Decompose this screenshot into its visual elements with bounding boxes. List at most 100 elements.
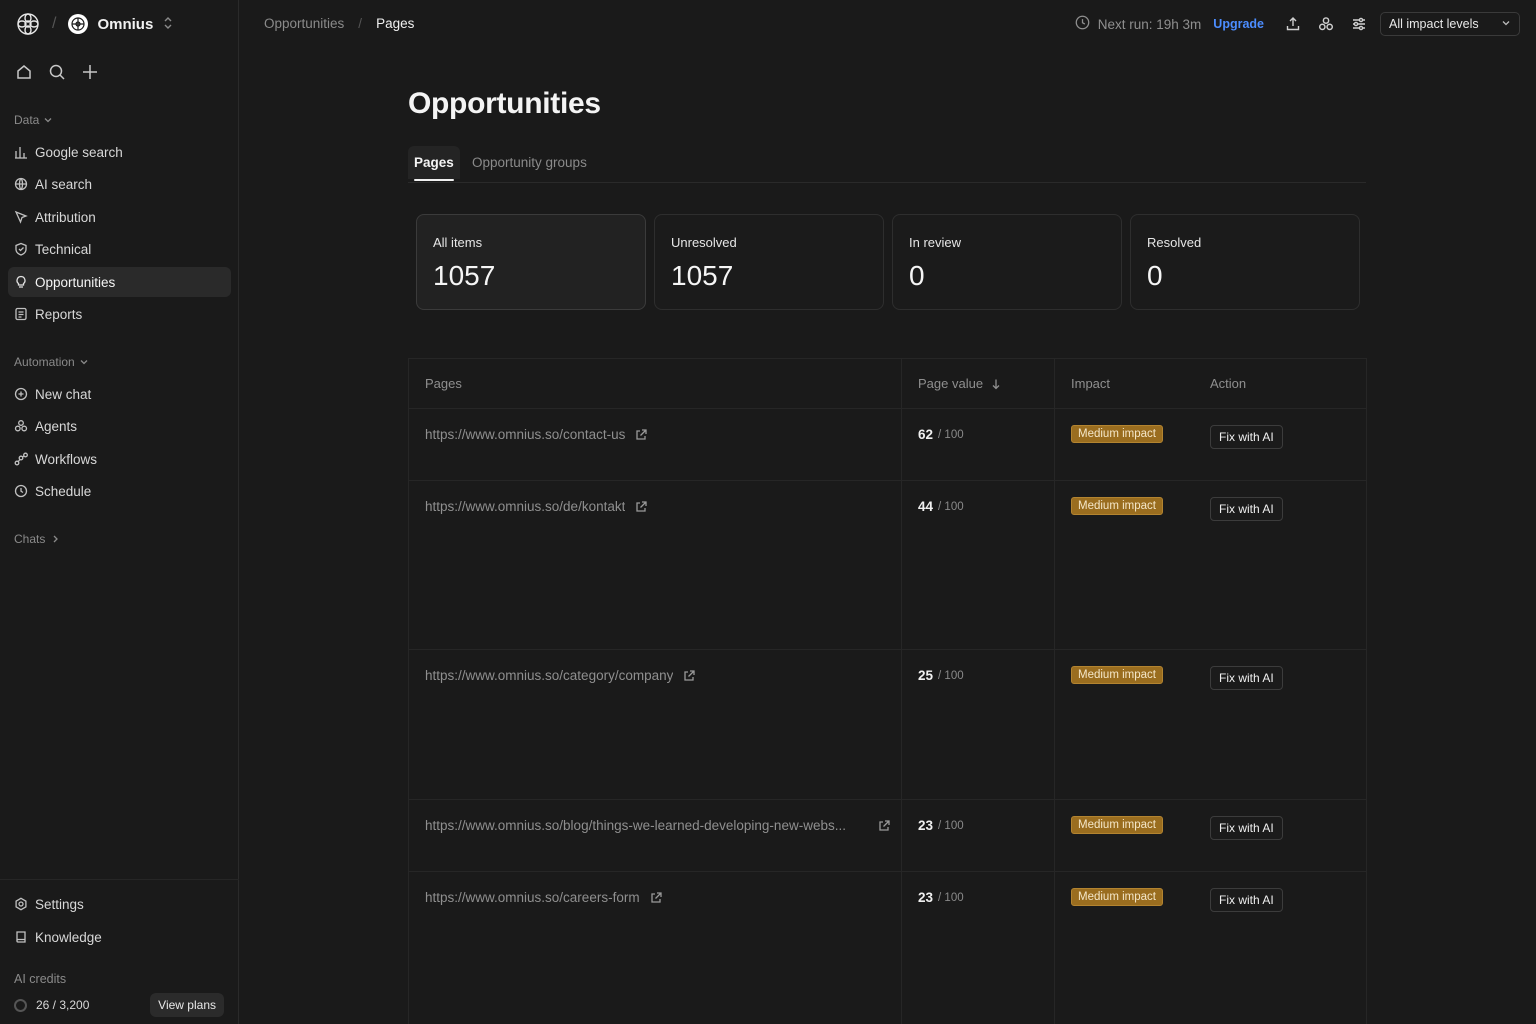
ai-credits-label: AI credits bbox=[14, 972, 67, 986]
impact-badge: Medium impact bbox=[1071, 425, 1163, 443]
table-row: https://www.omnius.so/careers-form 23 / … bbox=[409, 871, 1366, 1024]
page-value: 23 bbox=[918, 818, 934, 833]
page-url[interactable]: https://www.omnius.so/de/kontakt bbox=[425, 499, 626, 514]
upgrade-link[interactable]: Upgrade bbox=[1213, 17, 1264, 31]
table-row: https://www.omnius.so/blog/things-we-lea… bbox=[409, 799, 1366, 871]
quick-actions bbox=[14, 61, 100, 83]
section-data[interactable]: Data bbox=[14, 113, 53, 127]
clock-icon bbox=[14, 484, 28, 498]
stat-resolved[interactable]: Resolved 0 bbox=[1130, 214, 1360, 310]
action-cell: Fix with AI bbox=[1210, 888, 1283, 912]
section-automation[interactable]: Automation bbox=[14, 355, 89, 369]
sidebar-item-settings[interactable]: Settings bbox=[8, 889, 231, 919]
tab-opportunity-groups[interactable]: Opportunity groups bbox=[472, 155, 587, 170]
sidebar-item-knowledge[interactable]: Knowledge bbox=[8, 922, 231, 952]
page-value: 44 bbox=[918, 499, 934, 514]
globe-icon bbox=[14, 177, 28, 191]
impact-badge: Medium impact bbox=[1071, 666, 1163, 684]
impact-badge: Medium impact bbox=[1071, 888, 1163, 906]
section-chats[interactable]: Chats bbox=[14, 532, 61, 546]
page-url-cell[interactable]: https://www.omnius.so/careers-form bbox=[425, 890, 663, 905]
sidebar-item-opportunities[interactable]: Opportunities bbox=[8, 267, 231, 297]
external-link-icon[interactable] bbox=[877, 819, 891, 833]
breadcrumb-separator: / bbox=[358, 16, 363, 31]
page-url[interactable]: https://www.omnius.so/category/company bbox=[425, 668, 674, 683]
page-url-cell[interactable]: https://www.omnius.so/category/company bbox=[425, 668, 696, 683]
opportunities-table: Pages Page value Impact Action https://w… bbox=[408, 358, 1367, 1024]
breadcrumb-opportunities[interactable]: Opportunities bbox=[264, 16, 345, 31]
impact-level-select[interactable]: All impact levels bbox=[1380, 12, 1520, 36]
sidebar-item-technical[interactable]: Technical bbox=[8, 234, 231, 264]
fix-with-ai-button[interactable]: Fix with AI bbox=[1210, 497, 1283, 521]
page-url-cell[interactable]: https://www.omnius.so/contact-us bbox=[425, 427, 648, 442]
stat-in-review[interactable]: In review 0 bbox=[892, 214, 1122, 310]
filter-sliders-icon[interactable] bbox=[1348, 13, 1370, 35]
workspace-avatar bbox=[68, 14, 89, 34]
shield-icon bbox=[14, 242, 28, 256]
breadcrumb: Opportunities / Pages bbox=[264, 16, 414, 31]
lightbulb-icon bbox=[14, 275, 28, 289]
sidebar-item-reports[interactable]: Reports bbox=[8, 299, 231, 329]
page-value-max: / 100 bbox=[938, 428, 964, 441]
sidebar-item-new-chat[interactable]: New chat bbox=[8, 379, 231, 409]
workspace-divider: / bbox=[52, 15, 57, 32]
table-row: https://www.omnius.so/contact-us 62 / 10… bbox=[409, 408, 1366, 480]
next-run: Next run: 19h 3m bbox=[1075, 15, 1202, 33]
omnius-logo-icon[interactable] bbox=[16, 12, 40, 36]
plus-icon[interactable] bbox=[80, 61, 100, 83]
page-url-cell[interactable]: https://www.omnius.so/de/kontakt bbox=[425, 499, 648, 514]
agents-icon[interactable] bbox=[1315, 13, 1337, 35]
page-value-max: / 100 bbox=[938, 500, 964, 513]
fix-with-ai-button[interactable]: Fix with AI bbox=[1210, 816, 1283, 840]
external-link-icon[interactable] bbox=[682, 669, 696, 683]
export-icon[interactable] bbox=[1282, 13, 1304, 35]
sidebar-item-google-search[interactable]: Google search bbox=[8, 137, 231, 167]
page-value-cell: 25 / 100 bbox=[918, 668, 964, 683]
view-plans-button[interactable]: View plans bbox=[150, 993, 224, 1017]
fix-with-ai-button[interactable]: Fix with AI bbox=[1210, 666, 1283, 690]
action-cell: Fix with AI bbox=[1210, 816, 1283, 840]
page-url[interactable]: https://www.omnius.so/careers-form bbox=[425, 890, 640, 905]
sidebar-item-schedule[interactable]: Schedule bbox=[8, 476, 231, 506]
clock-icon bbox=[1075, 15, 1090, 33]
stat-label: Resolved bbox=[1147, 235, 1202, 250]
sort-arrow-down-icon bbox=[991, 378, 1001, 390]
sidebar-item-workflows[interactable]: Workflows bbox=[8, 444, 231, 474]
workflow-icon bbox=[14, 452, 28, 466]
sidebar-item-agents[interactable]: Agents bbox=[8, 411, 231, 441]
search-icon[interactable] bbox=[47, 61, 67, 83]
stat-value: 1057 bbox=[433, 260, 496, 291]
external-link-icon[interactable] bbox=[649, 891, 663, 905]
stat-all-items[interactable]: All items 1057 bbox=[416, 214, 646, 310]
chevron-down-icon bbox=[1501, 17, 1511, 31]
chevron-down-icon bbox=[44, 118, 52, 123]
stat-value: 0 bbox=[1147, 260, 1163, 291]
page-url[interactable]: https://www.omnius.so/blog/things-we-lea… bbox=[425, 818, 846, 833]
fix-with-ai-button[interactable]: Fix with AI bbox=[1210, 425, 1283, 449]
impact-cell: Medium impact bbox=[1071, 497, 1163, 515]
stat-unresolved[interactable]: Unresolved 1057 bbox=[654, 214, 884, 310]
chat-plus-icon bbox=[14, 387, 28, 401]
tab-bar: Pages Opportunity groups bbox=[408, 146, 1366, 183]
sidebar-item-ai-search[interactable]: AI search bbox=[8, 169, 231, 199]
impact-badge: Medium impact bbox=[1071, 816, 1163, 834]
external-link-icon[interactable] bbox=[634, 500, 648, 514]
workspace-name: Omnius bbox=[97, 15, 154, 33]
sidebar-item-attribution[interactable]: Attribution bbox=[8, 202, 231, 232]
page-value: 25 bbox=[918, 668, 934, 683]
external-link-icon[interactable] bbox=[634, 428, 648, 442]
workspace-switcher[interactable]: / Omnius bbox=[16, 11, 173, 37]
table-row: https://www.omnius.so/de/kontakt 44 / 10… bbox=[409, 480, 1366, 650]
breadcrumb-pages: Pages bbox=[376, 16, 415, 31]
credits-value: 26 / 3,200 bbox=[36, 998, 90, 1012]
page-value-max: / 100 bbox=[938, 891, 964, 904]
page-url-cell[interactable]: https://www.omnius.so/blog/things-we-lea… bbox=[425, 818, 891, 833]
column-header-page-value[interactable]: Page value bbox=[918, 359, 1001, 408]
report-icon bbox=[14, 307, 28, 321]
home-icon[interactable] bbox=[14, 61, 34, 83]
fix-with-ai-button[interactable]: Fix with AI bbox=[1210, 888, 1283, 912]
next-run-text: Next run: 19h 3m bbox=[1097, 16, 1202, 32]
tab-pages[interactable]: Pages bbox=[408, 146, 460, 181]
chevron-down-icon bbox=[80, 360, 88, 365]
page-url[interactable]: https://www.omnius.so/contact-us bbox=[425, 427, 626, 442]
